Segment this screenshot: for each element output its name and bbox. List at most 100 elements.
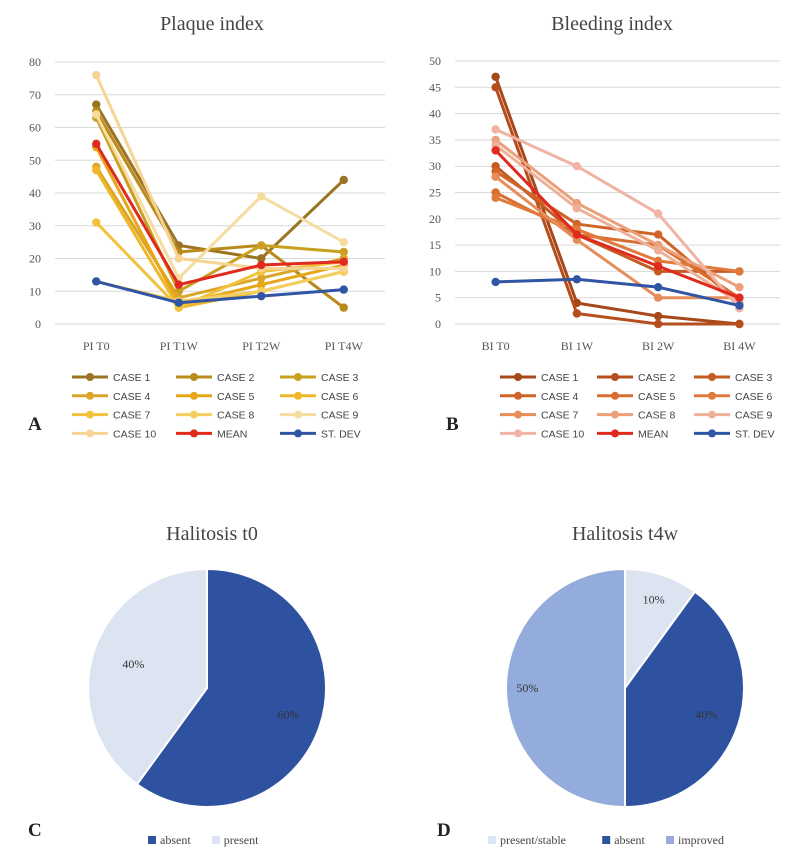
legend-swatch-marker: [86, 410, 94, 419]
legend-swatch-marker: [708, 391, 716, 400]
data-point: [653, 230, 663, 239]
data-point: [174, 280, 183, 289]
data-label: 60%: [277, 707, 299, 721]
legend-label: CASE 6: [735, 391, 773, 403]
legend: present/stable absent improved: [488, 833, 724, 847]
data-point: [257, 254, 266, 263]
legend-label: CASE 1: [113, 372, 151, 384]
series-mean: [491, 146, 744, 302]
data-point: [92, 165, 101, 175]
legend-swatch-marker: [514, 373, 522, 381]
line-chart-2: Bleeding index 0 5 10 15 20 25 30 35 40 45 50 BI T0 B…: [429, 13, 780, 440]
series-mean: [92, 139, 348, 289]
legend-label: ST. DEV: [735, 428, 775, 440]
legend-label: MEAN: [217, 428, 247, 440]
data-point: [339, 303, 348, 312]
data-label: 10%: [643, 593, 665, 607]
legend-swatch: [602, 836, 611, 844]
legend-label: CASE 3: [735, 372, 773, 384]
legend-swatch-marker: [514, 391, 522, 400]
y-tick-label: 30: [29, 219, 41, 233]
data-point: [92, 110, 101, 119]
series-line: [94, 74, 344, 270]
series-case-10: [92, 70, 348, 273]
series-line: [94, 146, 345, 306]
x-tick-label: PI T0: [83, 339, 110, 353]
legend-label: CASE 2: [638, 372, 676, 384]
data-point: [491, 277, 500, 287]
series-case-6: [491, 193, 744, 276]
legend-swatch: [211, 836, 220, 844]
data-point: [735, 301, 744, 310]
legend-label: CASE 10: [541, 428, 584, 440]
chart-title: Halitosis t4w: [572, 523, 679, 545]
x-tick-label: PI T2W: [242, 339, 281, 353]
pie-chart-4: Halitosis t4w 10% 40% 50% present/stable abse…: [488, 523, 745, 847]
data-point: [491, 172, 500, 181]
x-tick-label: BI 2W: [642, 339, 675, 353]
series-line: [95, 221, 344, 310]
legend-label: MEAN: [638, 428, 668, 440]
legend-label: CASE 9: [735, 410, 773, 422]
data-point: [491, 146, 500, 155]
data-point: [735, 319, 744, 329]
data-point: [339, 257, 348, 266]
data-point: [339, 247, 348, 257]
pie-slice-improved: [505, 567, 626, 809]
legend-swatch-marker: [708, 429, 716, 438]
data-point: [92, 277, 101, 286]
data-point: [653, 319, 663, 329]
data-point: [339, 175, 348, 185]
y-tick-label: 20: [429, 212, 441, 226]
data-point: [572, 275, 582, 284]
x-tick-label: BI T0: [482, 339, 510, 353]
data-point: [257, 241, 266, 250]
series-line: [94, 117, 344, 293]
legend-swatch-marker: [514, 410, 522, 419]
series-case-8: [491, 135, 744, 292]
series-st-dev: [92, 277, 348, 307]
legend-swatch-marker: [708, 410, 716, 419]
series-line: [494, 149, 740, 300]
y-tick-label: 35: [429, 133, 441, 147]
legend-label: absent: [614, 833, 645, 847]
data-point: [653, 209, 663, 218]
data-point: [572, 204, 582, 213]
series-st-dev: [491, 275, 744, 310]
legend-label: CASE 7: [541, 410, 579, 422]
chart-title: Bleeding index: [551, 13, 673, 35]
pie-chart-3: Halitosis t0 60% 40% absent present: [87, 523, 327, 847]
data-point: [572, 230, 582, 239]
series-line: [495, 128, 741, 310]
chart-title: Plaque index: [160, 13, 264, 35]
legend: CASE 1 CASE 2 CASE 3 CASE 4 CASE 5 CASE 6 CASE…: [500, 372, 775, 440]
series-line: [494, 143, 741, 305]
legend-swatch-marker: [190, 429, 198, 438]
data-point: [92, 100, 101, 109]
panel-label-a: A: [28, 414, 42, 435]
y-tick-label: 20: [29, 252, 41, 266]
legend-label: present/stable: [500, 833, 566, 847]
legend-swatch-marker: [611, 410, 619, 419]
data-point: [491, 72, 500, 81]
data-point: [92, 70, 101, 80]
data-point: [653, 261, 663, 271]
legend-label: present: [224, 833, 259, 847]
y-tick-label: 60: [29, 121, 41, 135]
y-tick-label: 45: [429, 80, 441, 94]
y-tick-label: 5: [435, 291, 441, 305]
legend-swatch: [148, 836, 156, 844]
legend-label: CASE 4: [113, 391, 151, 403]
series-line: [494, 138, 741, 289]
y-tick-label: 70: [29, 88, 41, 102]
y-tick-label: 80: [29, 55, 41, 69]
data-point: [174, 254, 183, 263]
data-point: [735, 293, 744, 302]
data-point: [257, 273, 266, 283]
chart-title: Halitosis t0: [166, 523, 258, 545]
y-tick-label: 0: [435, 317, 441, 331]
legend-swatch-marker: [86, 373, 94, 381]
pie-slice-absent: [624, 590, 745, 809]
data-point: [735, 267, 744, 276]
